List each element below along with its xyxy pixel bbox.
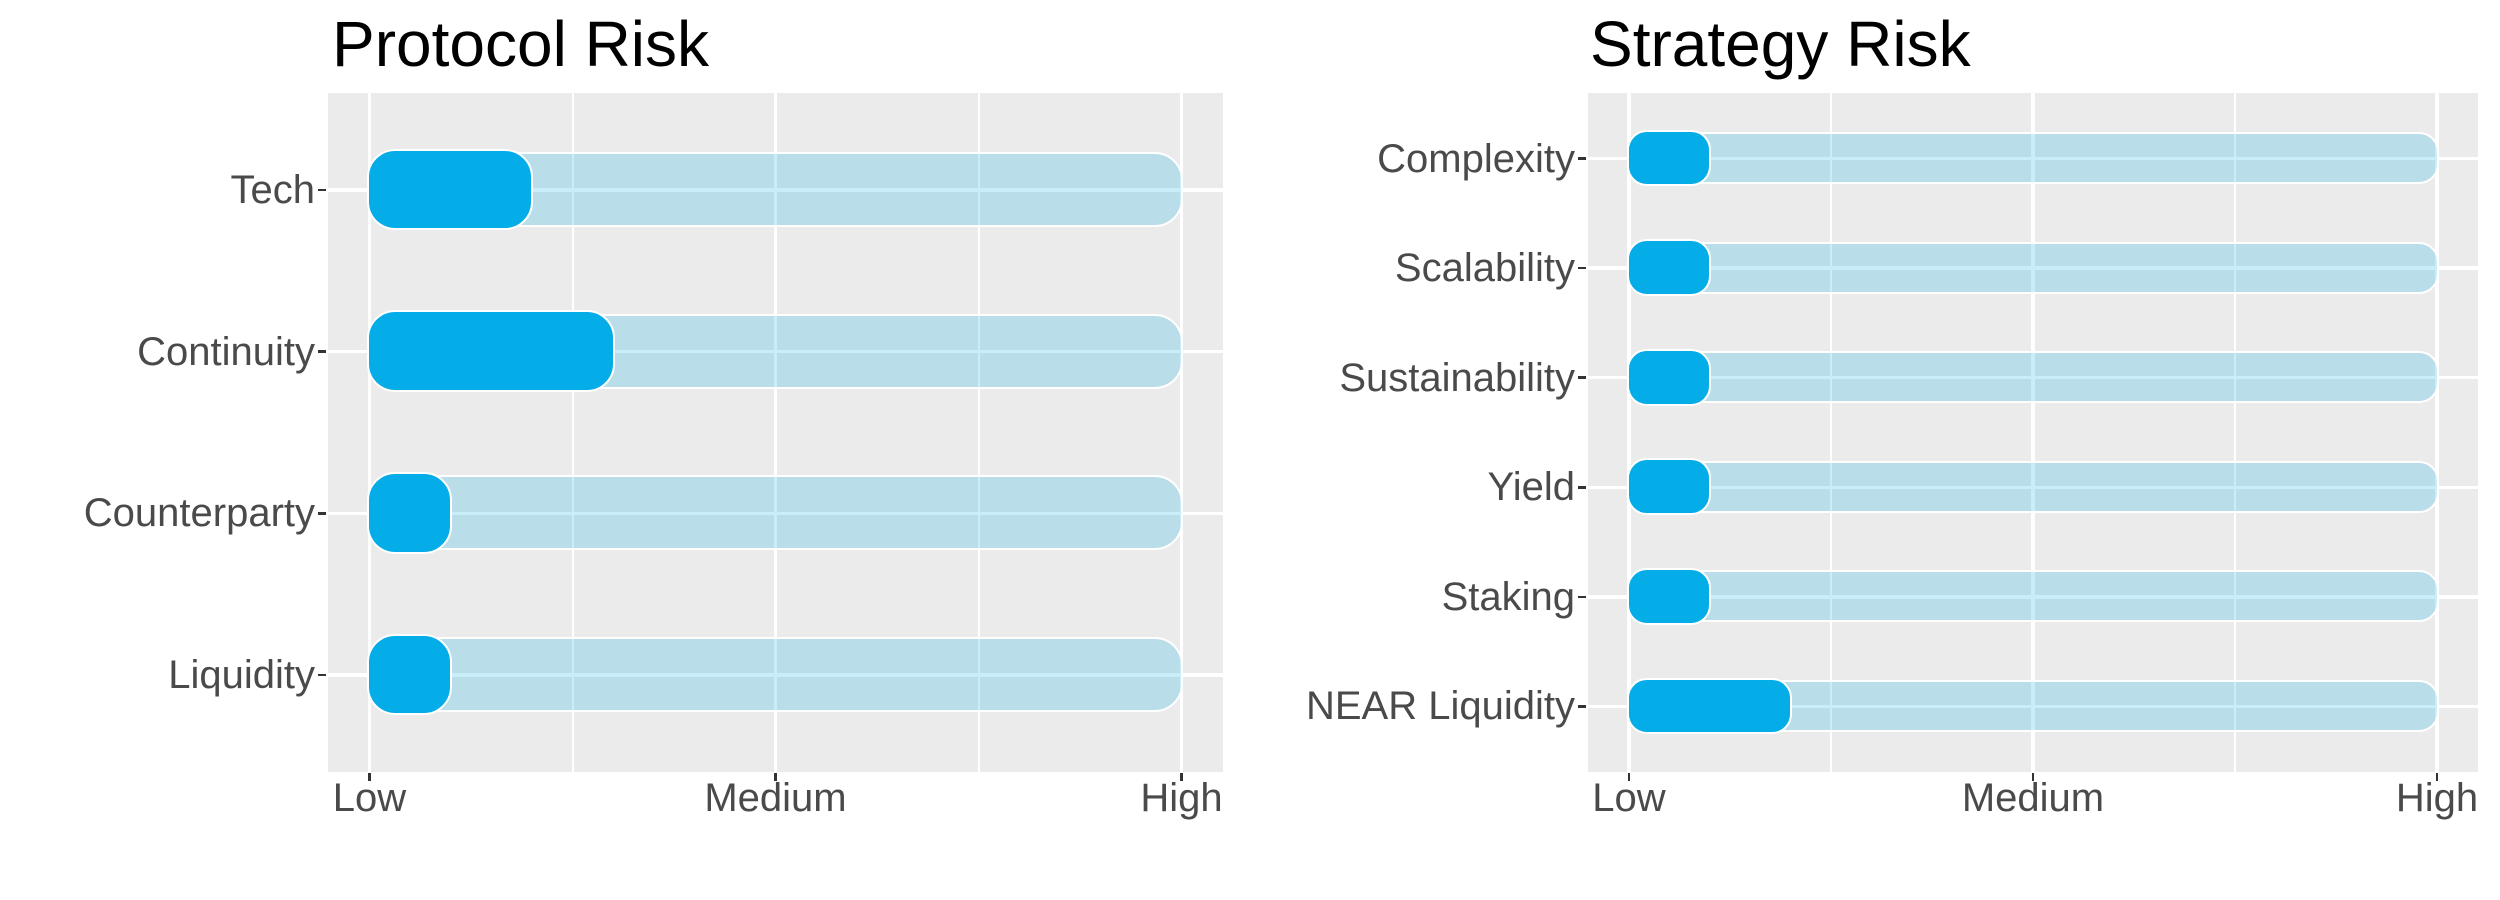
y-axis-label: Complexity [1377,136,1575,181]
x-tick-mark [774,773,777,781]
row-gridline [328,349,1223,354]
major-vertical-gridline-medium [773,93,778,772]
major-vertical-gridline-medium [2031,93,2035,772]
row-gridline [328,673,1223,677]
y-axis-label: Scalability [1394,246,1575,291]
row-gridline [1588,375,2478,380]
bar-value [1626,239,1712,296]
y-tick-mark [1578,157,1586,160]
minor-vertical-gridline [977,93,980,772]
x-axis-label-high: High [1140,776,1223,820]
y-axis-label: Counterparty [83,491,315,536]
bar-value [367,472,453,554]
row-gridline [1588,485,2478,489]
row-gridline [1588,704,2478,709]
major-vertical-gridline-high [2435,93,2439,772]
row-gridline [328,511,1223,516]
bar-value [367,148,534,231]
x-axis-label-low: Low [1592,776,1666,820]
bar-value [1626,458,1712,516]
row-gridline [1588,266,2478,270]
chart-title-strategy-risk: Strategy Risk [1590,8,1971,80]
y-tick-mark [318,188,326,192]
row-gridline [1588,156,2478,161]
y-axis-label: NEAR Liquidity [1305,684,1575,729]
x-tick-mark [368,773,371,781]
x-tick-mark [2031,773,2035,781]
bar-value [1626,348,1712,406]
y-axis-label: Sustainability [1339,355,1575,400]
bar-track [1626,132,2439,185]
x-tick-mark [1180,773,1183,781]
row-gridline [1588,595,2478,599]
minor-vertical-gridline [2234,93,2236,772]
x-tick-mark [2435,773,2439,781]
x-axis-label-low: Low [332,776,407,820]
y-axis-label: Liquidity [168,653,315,697]
minor-vertical-gridline [1830,93,1832,772]
y-tick-mark [1578,595,1586,599]
y-tick-mark [318,673,326,677]
major-vertical-gridline-low [367,93,372,772]
bar-track [1626,351,2439,404]
bar-track [1626,460,2439,513]
major-vertical-gridline-low [1627,93,1631,772]
y-tick-mark [1578,705,1586,708]
x-tick-mark [1627,773,1631,781]
bar-value [1626,677,1793,735]
bar-track [1626,570,2439,623]
y-axis-label: Tech [230,168,316,212]
chart-title-protocol-risk: Protocol Risk [332,8,709,80]
y-tick-mark [318,512,326,515]
bar-track [367,475,1183,551]
x-axis-label-medium: Medium [704,776,847,820]
bar-track [1626,241,2439,294]
minor-vertical-gridline [571,93,574,772]
x-axis-label-high: High [2395,776,2479,820]
x-axis-label-medium: Medium [1961,776,2105,820]
bar-value [367,633,453,716]
major-vertical-gridline-high [1179,93,1184,772]
bar-value [1626,129,1712,187]
y-tick-mark [1578,486,1586,489]
y-axis-label: Yield [1487,465,1575,510]
row-gridline [328,188,1223,192]
bar-track [367,636,1183,713]
bar-value [367,310,615,392]
y-tick-mark [1578,376,1586,379]
y-tick-mark [1578,266,1586,270]
y-tick-mark [318,350,326,353]
bar-value [1626,567,1712,625]
y-axis-label: Staking [1441,574,1575,619]
y-axis-label: Continuity [137,329,315,374]
